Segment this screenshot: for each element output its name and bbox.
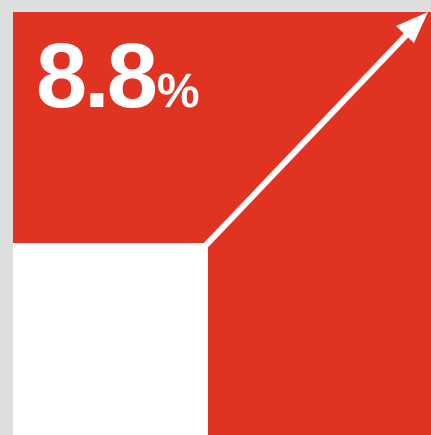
growth-stat: 8.8 % [36, 30, 200, 122]
stat-value: 8.8 [36, 25, 158, 127]
stat-unit: % [156, 65, 200, 118]
red-panel-right [208, 243, 431, 435]
white-panel [13, 243, 208, 435]
